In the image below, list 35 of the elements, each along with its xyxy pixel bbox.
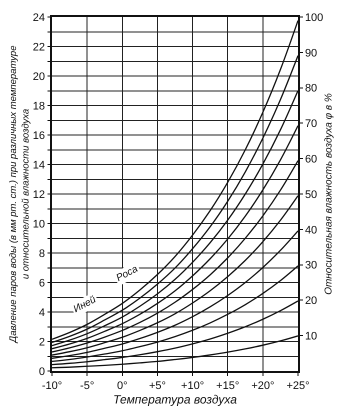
x-tick-label: +25° bbox=[286, 380, 310, 392]
y-axis-title: Давление паров воды (в мм рт. ст.) при различных температуре и относительной влажности воздуха bbox=[8, 46, 32, 344]
x-tick-label: +5° bbox=[148, 380, 166, 392]
y-tick-label: 8 bbox=[38, 248, 46, 260]
y2-tick-label: 80 bbox=[304, 82, 318, 95]
y-tick-label: 18 bbox=[32, 100, 46, 112]
x-tick-label: -10° bbox=[42, 380, 62, 392]
y-tick-label: 2 bbox=[38, 336, 46, 348]
y-tick-label: 22 bbox=[32, 41, 46, 54]
y2-tick-label: 90 bbox=[304, 47, 318, 60]
y-tick-label: 24 bbox=[32, 12, 46, 24]
y-tick-label: 16 bbox=[32, 130, 46, 142]
y-tick-label: 4 bbox=[38, 306, 46, 319]
y2-tick-label: 50 bbox=[304, 188, 318, 201]
y-tick-label: 20 bbox=[32, 70, 46, 83]
y-tick-label: 10 bbox=[32, 218, 46, 230]
y2-tick-label: 100 bbox=[304, 12, 324, 24]
y-tick-label: 6 bbox=[38, 277, 46, 290]
x-tick-label: -5° bbox=[80, 380, 94, 392]
y2-tick-label: 30 bbox=[304, 260, 318, 272]
y2-tick-label: 20 bbox=[304, 295, 318, 308]
x-tick-label: +20° bbox=[251, 380, 274, 392]
y-tick-label: 14 bbox=[32, 159, 46, 172]
y-tick-label: 12 bbox=[32, 188, 46, 201]
x-tick-label: 0° bbox=[117, 380, 128, 392]
x-tick-label: +10° bbox=[181, 380, 204, 392]
annotation: Роса bbox=[114, 263, 140, 284]
y-tick-label: 0 bbox=[38, 366, 46, 378]
y2-tick-label: 60 bbox=[304, 153, 318, 166]
y2-axis-title: Относительная влажность воздуха φ в % bbox=[323, 93, 334, 295]
y2-tick-label: 40 bbox=[304, 224, 318, 236]
x-axis-title: Температура воздуха bbox=[113, 392, 238, 406]
x-tick-label: +15° bbox=[216, 380, 240, 392]
y2-tick-label: 10 bbox=[304, 330, 318, 342]
y2-tick-label: 70 bbox=[304, 118, 318, 130]
